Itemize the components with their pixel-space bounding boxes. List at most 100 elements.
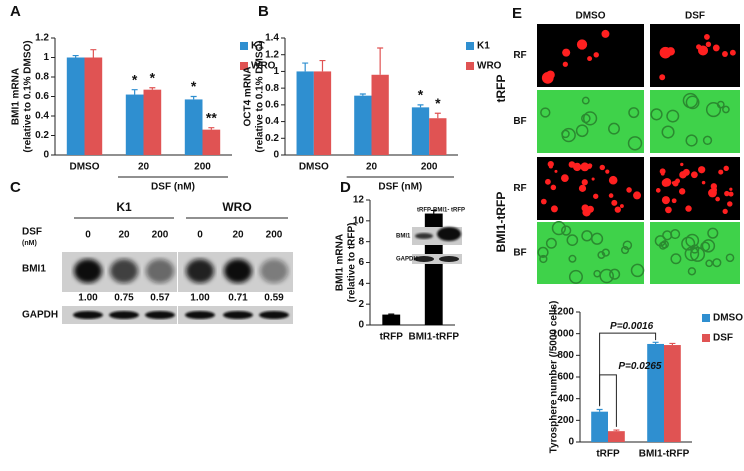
cell (628, 107, 640, 119)
bar (591, 411, 608, 442)
legend-label: DMSO (713, 313, 743, 324)
bar (125, 94, 144, 155)
legend-swatch (702, 314, 710, 322)
bar (608, 431, 625, 442)
cell (705, 259, 713, 268)
cell (611, 199, 618, 206)
blot-band (73, 311, 103, 319)
y-tick-label: 400 (557, 393, 574, 404)
y-tick-label: 1000 (552, 328, 575, 339)
cell (715, 196, 720, 202)
ratio-label: 0.71 (228, 293, 248, 304)
blot-band (415, 233, 433, 239)
cell (560, 225, 572, 236)
blot-band (439, 256, 459, 262)
group-label: WRO (222, 200, 251, 214)
x-tick-label: DMSO (70, 162, 100, 173)
inset-blot: tRFP BMI1- tRFP BMI1 GAPDH (396, 208, 465, 264)
x-tick-label: BMI1-tRFP (408, 332, 459, 343)
blot-band (109, 311, 139, 319)
ratio-label: 1.00 (78, 293, 98, 304)
error-bar (417, 104, 424, 108)
cell (690, 171, 698, 179)
cell (561, 127, 576, 143)
blot-band (185, 311, 215, 319)
channel-label: BF (513, 248, 526, 259)
error-bar (596, 408, 603, 412)
cell (666, 47, 675, 56)
cell (601, 248, 610, 257)
y-tick-label: 0.2 (35, 130, 49, 141)
dose-label: 200 (266, 230, 283, 241)
cell (704, 34, 710, 40)
cell (626, 187, 632, 193)
error-bar (190, 95, 197, 100)
dose-label: 20 (118, 230, 130, 241)
y-tick-label: 1.2 (265, 49, 279, 60)
cell (712, 258, 722, 268)
blot-band (146, 259, 174, 283)
error-bar (652, 341, 659, 344)
cell (685, 205, 692, 212)
cell (568, 269, 583, 284)
annotation: P=0.0265 (618, 361, 662, 372)
y-tick-label: 1.2 (35, 33, 49, 44)
cell (593, 52, 599, 58)
y-axis-label: BMI1 mRNA (335, 234, 346, 291)
cell (725, 253, 735, 263)
error-bar (131, 89, 138, 95)
blot-band (223, 311, 253, 319)
cell (705, 102, 722, 118)
cell (671, 181, 676, 185)
cell (599, 164, 605, 171)
x-axis-label: DSF (nM) (378, 182, 422, 193)
bar (202, 129, 221, 155)
micrograph (650, 90, 740, 153)
x-tick-label: 20 (138, 162, 150, 173)
cell (690, 246, 706, 262)
y-axis-label: OCT4 mRNA (243, 66, 254, 126)
blot-band (224, 259, 252, 283)
cell (658, 241, 668, 250)
panel-letter: D (340, 179, 351, 196)
error-bar (208, 127, 215, 130)
blot-band (260, 259, 288, 283)
cell (659, 74, 666, 81)
cell (605, 169, 610, 174)
treatment-label: DSF (22, 227, 42, 238)
inset-row: BMI1 (396, 234, 411, 240)
bar (184, 99, 203, 155)
group-label: BMI1-tRFP (494, 192, 508, 253)
error-bar (388, 313, 395, 315)
dose-label: 20 (232, 230, 244, 241)
error-bar (377, 47, 384, 75)
panel-letter: E (512, 5, 522, 22)
inset-lane: tRFP (417, 208, 431, 214)
cell (576, 39, 588, 50)
bar (313, 71, 332, 155)
cell (702, 135, 713, 146)
cell (614, 206, 621, 213)
micrograph (537, 24, 644, 87)
cell (728, 191, 734, 197)
y-tick-label: 0 (568, 437, 574, 448)
error-bar (90, 49, 97, 58)
cell (724, 190, 730, 197)
cell (562, 48, 571, 57)
significance: ** (206, 109, 217, 125)
annotation: P=0.0016 (610, 321, 654, 332)
cell (685, 95, 700, 110)
cell (670, 253, 682, 265)
x-tick-label: 200 (194, 162, 211, 173)
error-bar (430, 209, 437, 214)
bar (429, 118, 447, 155)
cell (545, 237, 557, 249)
y-tick-label: 4 (358, 278, 364, 289)
treatment-label: (nM) (22, 240, 37, 247)
cell (568, 254, 577, 263)
cell (650, 108, 663, 121)
cell (729, 187, 733, 191)
bar (411, 107, 430, 155)
cell (727, 201, 733, 207)
